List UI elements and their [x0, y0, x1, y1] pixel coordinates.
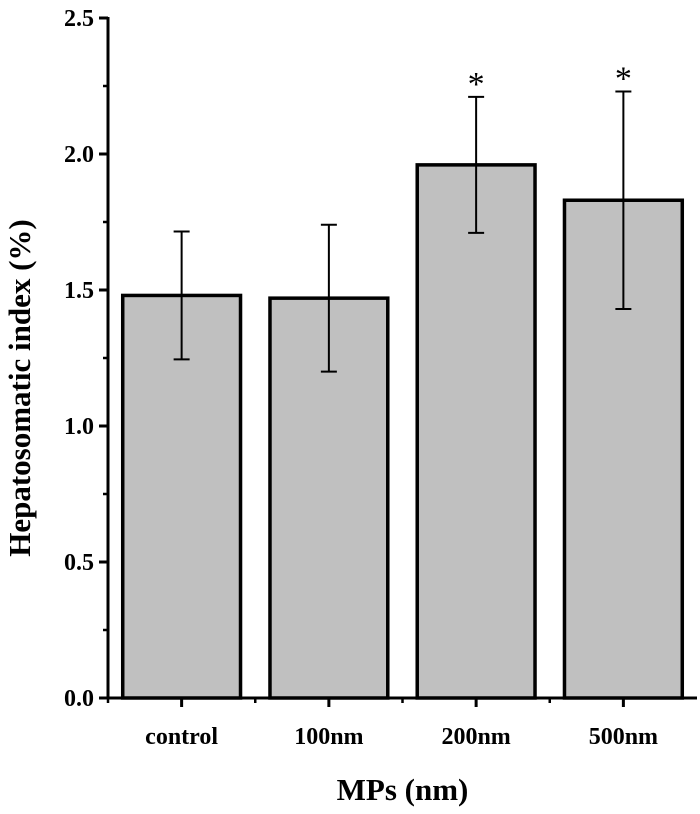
x-tick-label: 100nm	[294, 724, 363, 750]
y-tick-label: 1.5	[64, 278, 94, 304]
y-tick-label: 0.5	[64, 550, 94, 576]
significance-marker-500nm: *	[615, 60, 632, 97]
y-ticks: 0.0 0.5 1.0 1.5 2.0 2.5	[64, 6, 108, 712]
bar-200nm	[415, 163, 537, 700]
y-tick-label: 2.0	[64, 142, 94, 168]
x-ticks: control 100nm 200nm 500nm	[106, 698, 658, 750]
bars-layer: * *	[120, 60, 685, 700]
bar-control	[120, 293, 243, 700]
x-axis-title: MPs (nm)	[337, 772, 469, 807]
y-tick-label: 0.0	[64, 686, 94, 712]
y-tick-label: 1.0	[64, 414, 94, 440]
y-axis-title: Hepatosomatic index (%)	[2, 219, 37, 557]
y-tick-label: 2.5	[64, 6, 94, 32]
x-tick-label: control	[145, 724, 218, 750]
significance-marker-200nm: *	[468, 66, 485, 103]
x-tick-label: 500nm	[589, 724, 658, 750]
x-tick-label: 200nm	[441, 724, 510, 750]
